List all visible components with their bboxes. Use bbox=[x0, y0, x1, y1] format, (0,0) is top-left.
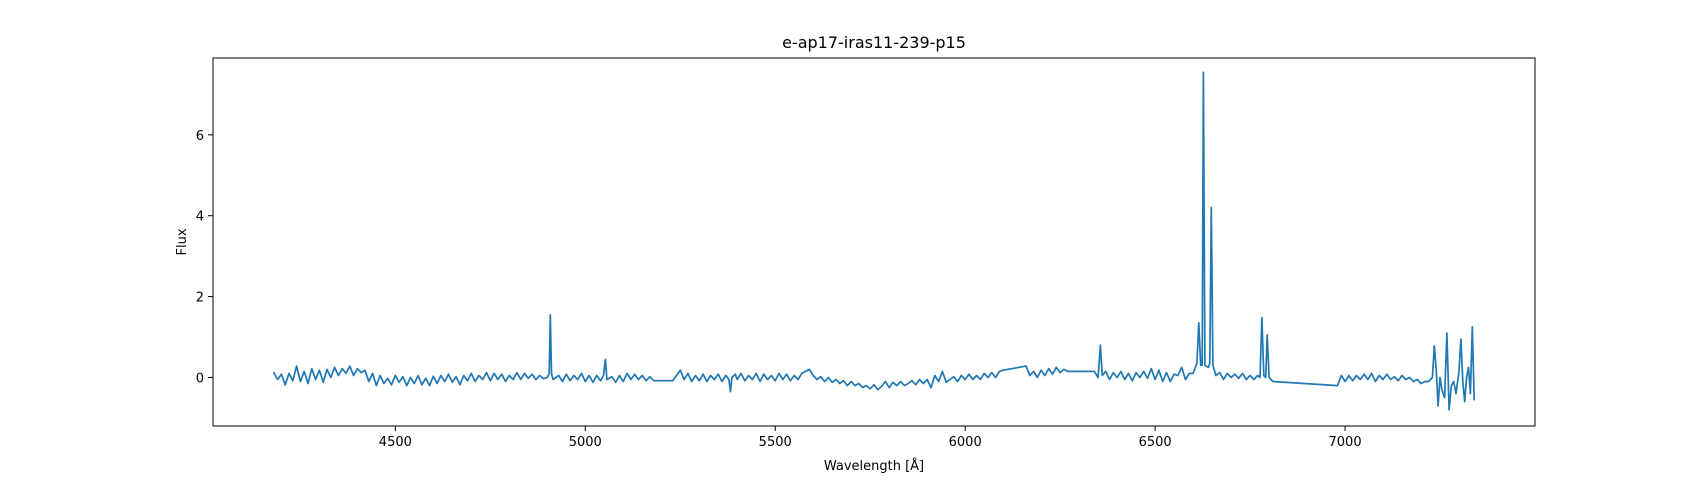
plot-area bbox=[212, 57, 1536, 427]
y-axis-ticks: 0 2 4 6 bbox=[196, 129, 213, 386]
x-tick-label: 6500 bbox=[1139, 435, 1172, 450]
x-tick-label: 4500 bbox=[379, 435, 412, 450]
x-tick-label: 5000 bbox=[569, 435, 602, 450]
x-tick-label: 6000 bbox=[949, 435, 982, 450]
y-axis-label: Flux bbox=[175, 228, 190, 255]
x-axis-label: Wavelength [Å] bbox=[824, 458, 924, 474]
chart-title: e-ap17-iras11-239-p15 bbox=[782, 33, 966, 52]
y-tick-label: 4 bbox=[196, 210, 204, 225]
x-tick-label: 5500 bbox=[759, 435, 792, 450]
y-tick-label: 0 bbox=[196, 371, 204, 386]
axes-frame bbox=[212, 57, 1536, 427]
y-tick-label: 2 bbox=[196, 291, 204, 306]
x-tick-label: 7000 bbox=[1329, 435, 1362, 450]
x-axis-ticks: 4500 5000 5500 6000 6500 7000 bbox=[379, 426, 1362, 450]
y-tick-label: 6 bbox=[196, 129, 204, 144]
spectrum-series-line bbox=[272, 71, 1476, 411]
